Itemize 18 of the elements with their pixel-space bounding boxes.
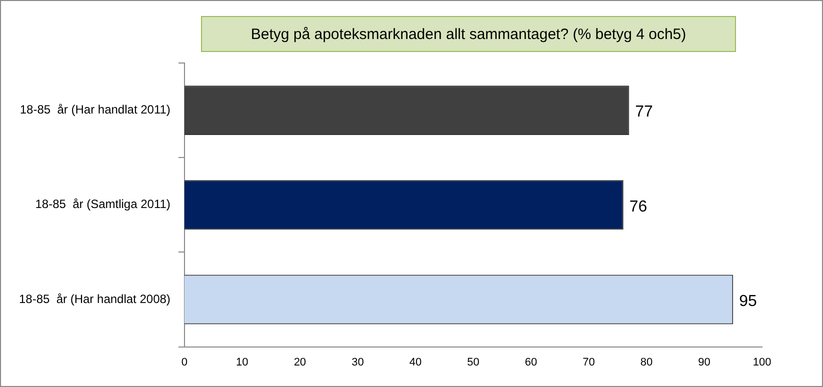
chart-title: Betyg på apoteksmarknaden allt sammantaget? (% betyg 4 och5): [201, 16, 736, 52]
x-tick-label: 40: [409, 356, 422, 368]
x-tick-label: 100: [752, 356, 772, 368]
x-tick-label: 70: [582, 356, 595, 368]
x-tick-label: 30: [352, 356, 364, 368]
y-tick-label: 18-85 år (Har handlat 2011): [20, 102, 170, 117]
y-tick-label: 18-85 år (Har handlat 2008): [18, 292, 170, 306]
x-tick-label: 90: [698, 356, 710, 368]
data-label: 77: [635, 104, 654, 121]
y-tick-label: 18-85 år (Samtliga 2011): [35, 197, 170, 212]
data-label: 95: [739, 292, 758, 310]
x-tick-label: 60: [524, 356, 538, 368]
data-label: 76: [629, 198, 648, 216]
x-tick-label: 50: [467, 356, 480, 368]
x-tick-label: 10: [236, 356, 248, 368]
x-tick-label: 0: [181, 356, 188, 368]
x-tick-label: 80: [640, 356, 653, 368]
x-tick-label: 20: [294, 356, 306, 368]
